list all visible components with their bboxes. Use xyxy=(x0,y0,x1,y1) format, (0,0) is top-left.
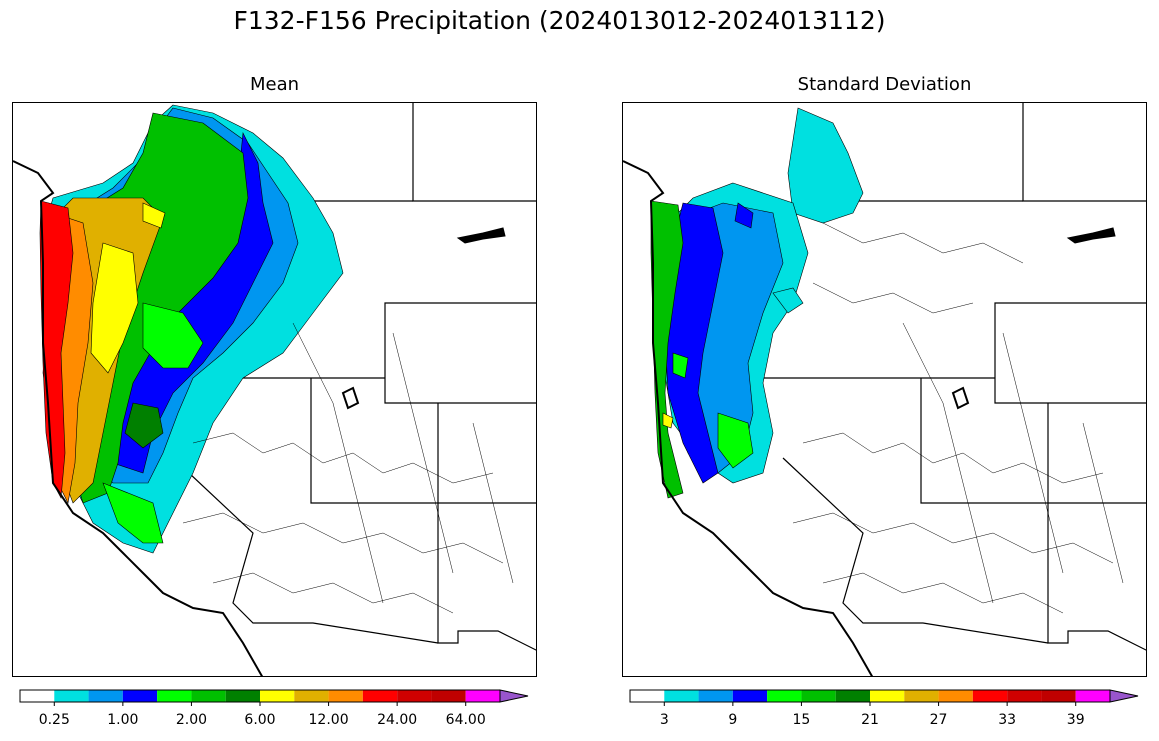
colorbar-segment xyxy=(397,690,432,702)
salt-lake-outline xyxy=(951,386,970,410)
colorbar-tick-label: 1.00 xyxy=(107,712,139,728)
stddev-panel-title: Standard Deviation xyxy=(797,74,972,95)
stddev-map-graphic xyxy=(623,103,1146,676)
colorbar-segment xyxy=(1041,690,1076,702)
stddev-precip-map xyxy=(622,102,1147,677)
colorbar-segment xyxy=(1007,690,1042,702)
colorbar-segment xyxy=(938,690,973,702)
coastline xyxy=(13,160,264,676)
colorbar-segment xyxy=(664,690,699,702)
colorbar-segment xyxy=(431,690,466,702)
basin-lines xyxy=(182,322,514,614)
colorbar-extend-arrow xyxy=(1109,689,1139,703)
colorbar-tick-label: 3 xyxy=(659,712,669,728)
colorbar-segment xyxy=(630,690,665,702)
colorbar-tick-label: 12.00 xyxy=(308,712,349,728)
lake-outline xyxy=(1066,227,1116,244)
colorbar-segment xyxy=(362,690,398,702)
colorbar-tick-label: 24.00 xyxy=(377,712,418,728)
colorbar-segment xyxy=(698,690,733,702)
colorbar-tick-label: 6.00 xyxy=(244,712,276,728)
colorbar-tick-label: 0.25 xyxy=(38,712,70,728)
colorbar-tick-label: 27 xyxy=(929,712,948,728)
colorbar-segment xyxy=(88,690,123,702)
colorbar-segment xyxy=(732,690,768,702)
lake-outline xyxy=(456,227,506,244)
colorbar-segment xyxy=(157,690,192,702)
mean-colorbar xyxy=(19,689,529,706)
colorbar-segment xyxy=(904,690,939,702)
colorbar-segment xyxy=(801,690,836,702)
colorbar-tick-label: 39 xyxy=(1066,712,1085,728)
figure-title: F132-F156 Precipitation (2024013012-2024… xyxy=(233,6,886,35)
mean-colorbar-graphic xyxy=(19,689,529,706)
colorbar-segment xyxy=(1075,690,1110,702)
colorbar-segment xyxy=(328,690,363,702)
colorbar-segment xyxy=(122,690,158,702)
salt-lake-outline xyxy=(341,386,360,410)
colorbar-segment xyxy=(835,690,870,702)
colorbar-segment xyxy=(54,690,89,702)
state-borders xyxy=(718,103,1146,651)
coastline xyxy=(623,160,874,676)
mean-precip-regions xyxy=(39,104,344,554)
colorbar-segment xyxy=(465,690,500,702)
mean-panel-title: Mean xyxy=(249,74,300,95)
colorbar-segment xyxy=(767,690,802,702)
colorbar-extend-arrow xyxy=(499,689,529,703)
colorbar-tick-label: 64.00 xyxy=(445,712,486,728)
stddev-colorbar-graphic xyxy=(629,689,1139,706)
colorbar-tick-label: 9 xyxy=(728,712,738,728)
colorbar-segment xyxy=(972,690,1008,702)
colorbar-tick-label: 2.00 xyxy=(175,712,208,728)
colorbar-segment xyxy=(225,690,260,702)
colorbar-tick-label: 33 xyxy=(998,712,1017,728)
colorbar-tick-label: 15 xyxy=(792,712,811,728)
colorbar-tick-label: 21 xyxy=(861,712,879,728)
colorbar-segment xyxy=(20,690,55,702)
mean-map-graphic xyxy=(13,103,536,676)
colorbar-segment xyxy=(191,690,226,702)
stddev-colorbar xyxy=(629,689,1139,706)
stddev-precip-regions xyxy=(650,107,864,499)
colorbar-segment xyxy=(870,690,905,702)
mean-precip-map xyxy=(12,102,537,677)
colorbar-segment xyxy=(260,690,295,702)
colorbar-segment xyxy=(294,690,329,702)
basin-lines xyxy=(792,222,1124,614)
